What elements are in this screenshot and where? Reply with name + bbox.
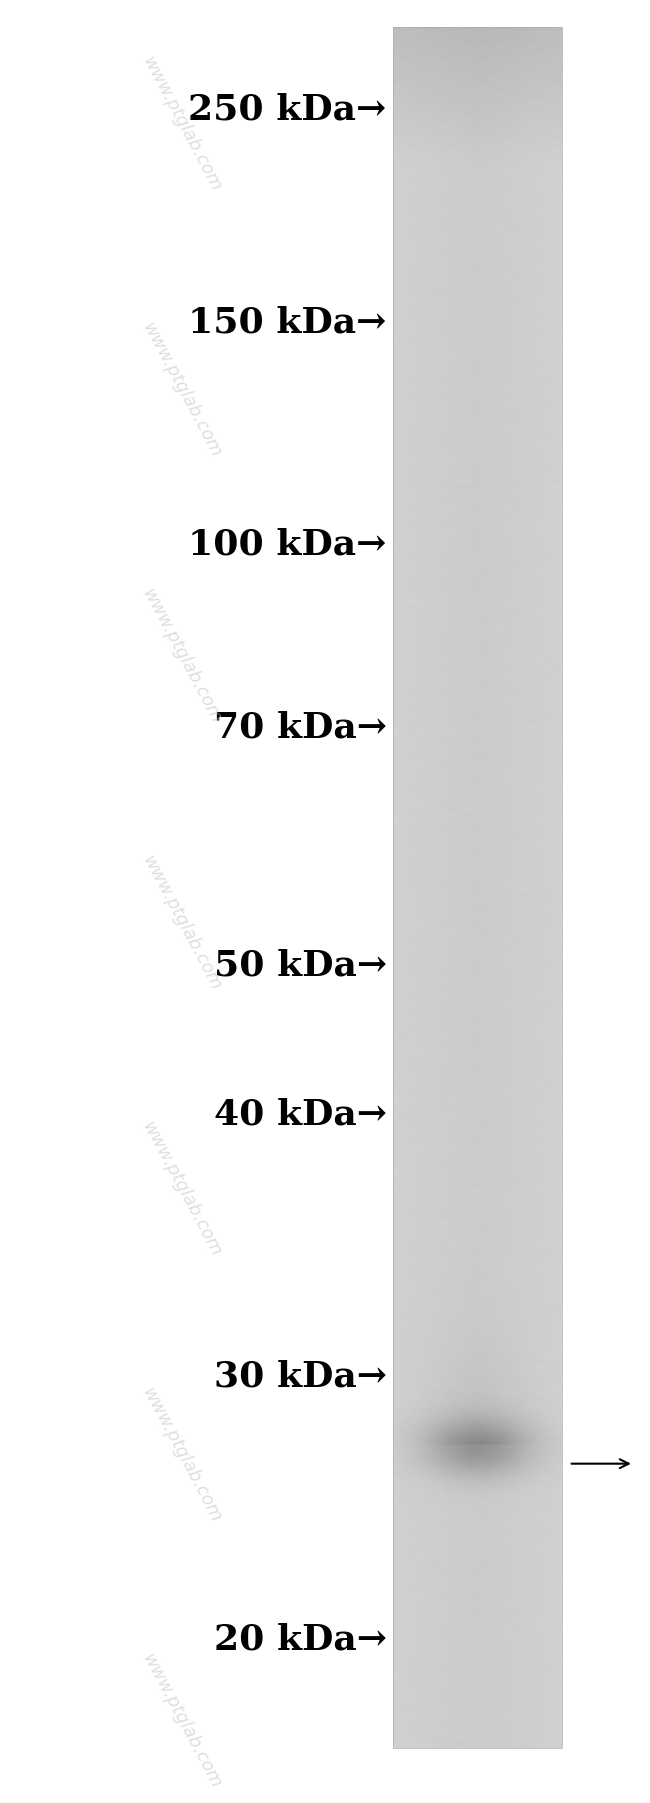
Text: www.ptglab.com: www.ptglab.com: [139, 54, 225, 195]
Text: 250 kDa→: 250 kDa→: [188, 94, 387, 126]
Text: www.ptglab.com: www.ptglab.com: [139, 1385, 225, 1525]
Text: www.ptglab.com: www.ptglab.com: [139, 319, 225, 462]
Text: 150 kDa→: 150 kDa→: [188, 307, 387, 341]
Text: www.ptglab.com: www.ptglab.com: [139, 1118, 225, 1258]
Bar: [393, 27, 562, 1747]
Text: 70 kDa→: 70 kDa→: [214, 710, 387, 745]
Text: 100 kDa→: 100 kDa→: [188, 528, 387, 563]
Text: www.ptglab.com: www.ptglab.com: [139, 853, 225, 993]
Text: www.ptglab.com: www.ptglab.com: [139, 586, 225, 727]
Text: 40 kDa→: 40 kDa→: [214, 1098, 387, 1130]
Text: www.ptglab.com: www.ptglab.com: [139, 1650, 225, 1792]
Text: 50 kDa→: 50 kDa→: [214, 948, 387, 983]
Text: 30 kDa→: 30 kDa→: [214, 1359, 387, 1394]
Text: 20 kDa→: 20 kDa→: [214, 1623, 387, 1657]
